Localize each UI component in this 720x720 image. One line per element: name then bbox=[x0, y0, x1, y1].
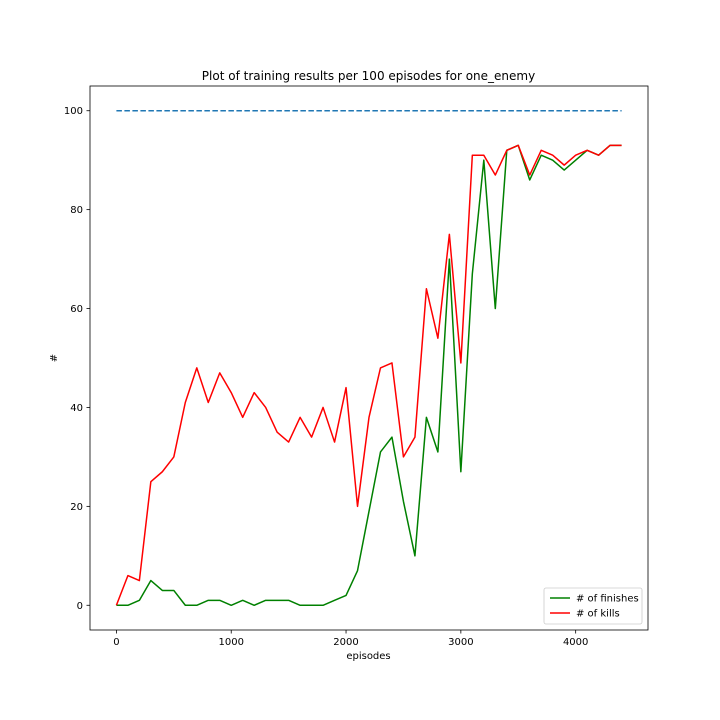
series-line-kills bbox=[115, 144, 622, 606]
x-tick-label: 2000 bbox=[333, 637, 358, 648]
y-axis: 0 20 40 60 80 100 bbox=[64, 106, 90, 612]
legend: # of finishes # of kills bbox=[543, 587, 643, 625]
legend-label: # of finishes bbox=[576, 594, 639, 605]
y-tick-label: 80 bbox=[70, 205, 83, 216]
x-tick-label: 4000 bbox=[563, 637, 588, 648]
x-axis: 0 1000 2000 3000 4000 bbox=[113, 630, 588, 648]
y-tick-label: 40 bbox=[70, 403, 83, 414]
y-tick-label: 100 bbox=[64, 106, 83, 117]
legend-label: # of kills bbox=[576, 609, 620, 620]
y-tick-label: 0 bbox=[77, 601, 83, 612]
legend-box bbox=[543, 587, 643, 625]
x-tick-label: 1000 bbox=[218, 637, 243, 648]
plot-area bbox=[89, 85, 649, 631]
x-tick-label: 0 bbox=[113, 637, 119, 648]
series-line-finishes bbox=[116, 144, 622, 607]
x-axis-label: episodes bbox=[346, 651, 390, 662]
y-tick-label: 20 bbox=[70, 502, 83, 513]
y-axis-label: # bbox=[49, 354, 60, 362]
axes-frame bbox=[89, 85, 649, 631]
chart-title: Plot of training results per 100 episode… bbox=[202, 69, 535, 83]
y-tick-label: 60 bbox=[70, 304, 83, 315]
x-tick-label: 3000 bbox=[448, 637, 473, 648]
